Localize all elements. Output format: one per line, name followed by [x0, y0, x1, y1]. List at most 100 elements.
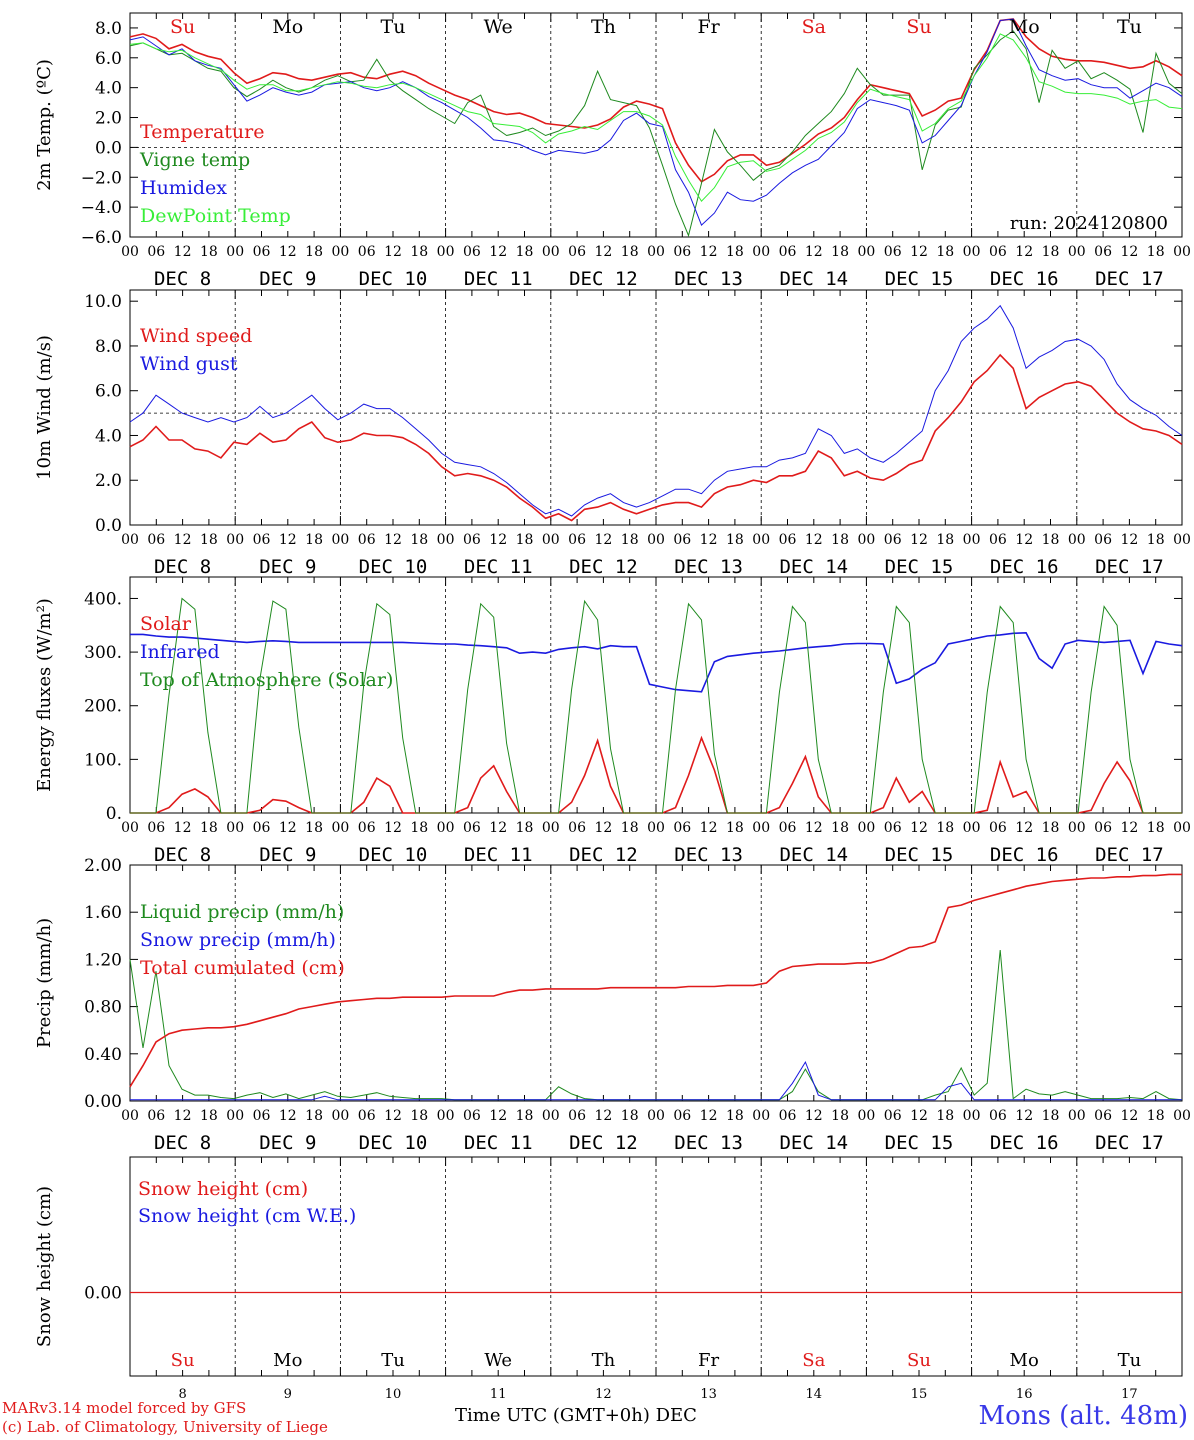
series-line — [129, 30, 1183, 238]
hour-label: 12 — [279, 244, 297, 260]
day-number: 8 — [178, 1387, 186, 1402]
y-tick-label: 2.0 — [95, 109, 122, 129]
y-tick-label: 8.0 — [95, 19, 122, 39]
hour-label: 12 — [805, 1108, 823, 1124]
hour-label: 18 — [200, 820, 218, 836]
hour-label: 18 — [305, 820, 323, 836]
hour-label: 12 — [384, 532, 402, 548]
hour-label: 06 — [463, 820, 481, 836]
hour-label: 18 — [831, 820, 849, 836]
legend-entry: Wind gust — [140, 353, 238, 375]
date-label: DEC 14 — [779, 268, 848, 290]
hour-label: 00 — [857, 244, 875, 260]
hour-label: 00 — [647, 1108, 665, 1124]
hour-label: 18 — [305, 244, 323, 260]
hour-label: 06 — [884, 244, 902, 260]
hour-label: 18 — [200, 1108, 218, 1124]
hour-label: 00 — [437, 1108, 455, 1124]
hour-label: 18 — [516, 820, 534, 836]
y-tick-label: −4.0 — [81, 198, 122, 218]
series-line — [129, 873, 1182, 1088]
hour-label: 06 — [568, 532, 586, 548]
hour-label: 00 — [647, 532, 665, 548]
date-label: DEC 16 — [990, 844, 1059, 866]
hour-label: 00 — [121, 244, 139, 260]
hour-label: 18 — [516, 532, 534, 548]
hour-label: 18 — [726, 1108, 744, 1124]
y-tick-label: 6.0 — [95, 382, 122, 402]
date-label: DEC 12 — [569, 268, 638, 290]
hour-label: 12 — [910, 1108, 928, 1124]
hour-label: 00 — [226, 820, 244, 836]
legend-entry: Snow height (cm) — [138, 1178, 308, 1200]
date-label: DEC 11 — [464, 844, 533, 866]
hour-label: 00 — [331, 820, 349, 836]
hour-label: 06 — [253, 1108, 271, 1124]
hour-label: 06 — [358, 532, 376, 548]
hour-label: 00 — [647, 244, 665, 260]
date-label: DEC 9 — [259, 1132, 316, 1154]
hour-label: 18 — [410, 244, 428, 260]
date-label: DEC 13 — [674, 268, 743, 290]
y-tick-label: 4.0 — [95, 79, 122, 99]
hour-label: 12 — [489, 820, 507, 836]
date-label: DEC 16 — [990, 268, 1059, 290]
weekday-label: Mo — [272, 16, 303, 38]
hour-label: 00 — [963, 820, 981, 836]
x-axis-label: Time UTC (GMT+0h) — [455, 1405, 650, 1426]
y-axis-label: Precip (mm/h) — [34, 918, 55, 1048]
hour-label: 00 — [121, 820, 139, 836]
day-number: 17 — [1121, 1387, 1138, 1402]
legend-entry: Top of Atmosphere (Solar) — [140, 669, 393, 691]
hour-label: 06 — [358, 244, 376, 260]
hour-label: 00 — [331, 244, 349, 260]
date-label: DEC 17 — [1095, 556, 1164, 578]
hour-label: 00 — [857, 532, 875, 548]
hour-label: 00 — [752, 532, 770, 548]
hour-label: 06 — [884, 532, 902, 548]
hour-label: 18 — [410, 532, 428, 548]
hour-label: 00 — [1173, 1108, 1191, 1124]
hour-label: 12 — [910, 820, 928, 836]
date-label: DEC 15 — [885, 556, 954, 578]
series-line — [130, 631, 1183, 693]
hour-label: 12 — [174, 820, 192, 836]
legend-entry: Humidex — [140, 177, 227, 199]
hour-label: 06 — [989, 532, 1007, 548]
hour-label: 06 — [1094, 532, 1112, 548]
model-credit: MARv3.14 model forced by GFS (c) Lab. of… — [2, 1399, 328, 1437]
hour-label: 12 — [594, 244, 612, 260]
hour-label: 00 — [121, 1108, 139, 1124]
date-label: DEC 13 — [674, 844, 743, 866]
hour-label: 00 — [542, 820, 560, 836]
hour-label: 00 — [752, 244, 770, 260]
hour-label: 06 — [253, 532, 271, 548]
legend-entry: Infrared — [140, 641, 220, 663]
hour-label: 12 — [384, 244, 402, 260]
y-tick-label: 4.0 — [95, 426, 122, 446]
hour-label: 18 — [831, 532, 849, 548]
hour-label: 00 — [226, 532, 244, 548]
day-number: 11 — [490, 1387, 507, 1402]
hour-label: 06 — [673, 532, 691, 548]
date-label: DEC 16 — [990, 556, 1059, 578]
hour-label: 12 — [700, 244, 718, 260]
hour-label: 06 — [463, 532, 481, 548]
date-label: DEC 8 — [154, 556, 211, 578]
date-label: DEC 9 — [259, 844, 316, 866]
hour-label: 18 — [410, 1108, 428, 1124]
date-label: DEC 13 — [674, 1132, 743, 1154]
hour-label: 12 — [279, 1108, 297, 1124]
hour-label: 00 — [226, 244, 244, 260]
hour-label: 18 — [726, 532, 744, 548]
hour-label: 00 — [437, 532, 455, 548]
legend-entry: Total cumulated (cm) — [140, 957, 345, 979]
legend-entry: DewPoint Temp — [140, 205, 291, 227]
hour-label: 00 — [1173, 532, 1191, 548]
weekday-label: Tu — [1118, 1350, 1142, 1371]
date-label: DEC 15 — [885, 268, 954, 290]
hour-label: 06 — [673, 244, 691, 260]
hour-label: 06 — [463, 1108, 481, 1124]
series-line — [130, 597, 1182, 814]
